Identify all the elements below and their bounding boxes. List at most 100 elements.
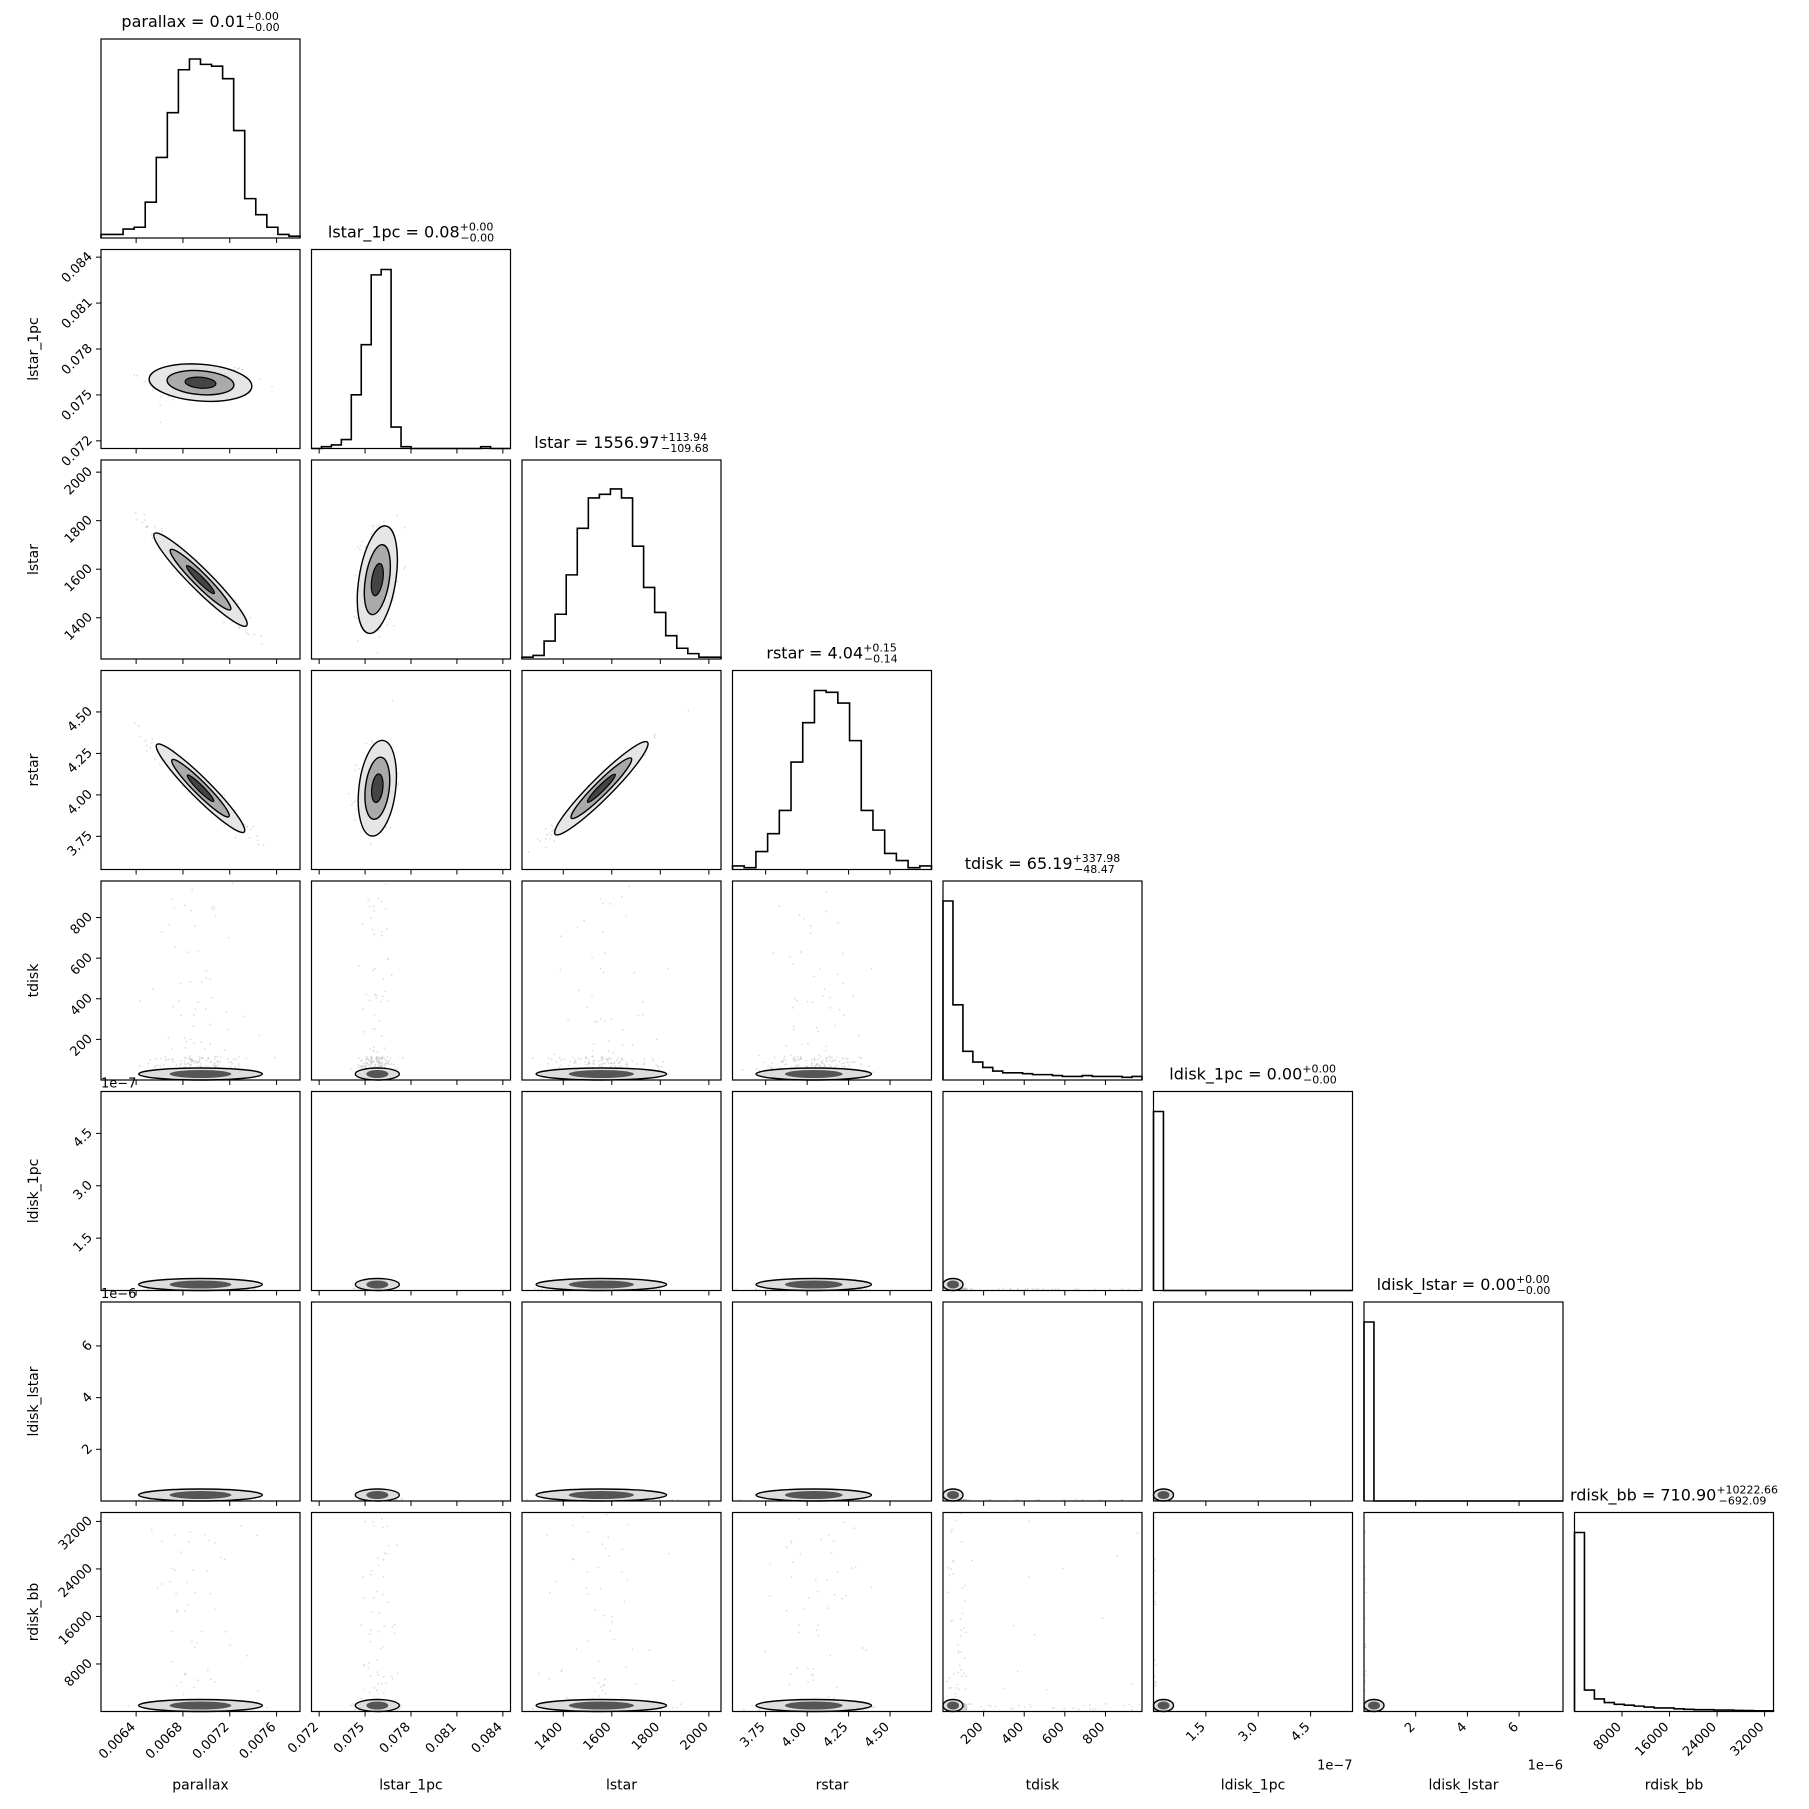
scatter-point (242, 1015, 245, 1018)
x-axis-label-tdisk: tdisk (1026, 1778, 1061, 1794)
scatter-point (167, 1037, 170, 1039)
scatter-point (792, 1058, 794, 1060)
scatter-point (206, 1669, 209, 1672)
scatter-point (224, 616, 227, 619)
scatter-point (389, 826, 392, 829)
title-ldisk_1pc: ldisk_1pc = 0.00+0.00 −0.00 (1169, 1063, 1336, 1087)
scatter-point (1016, 1670, 1019, 1673)
density-core (568, 1070, 634, 1078)
scatter-point (618, 1065, 621, 1068)
scatter-point (585, 1056, 587, 1059)
scatter-point (358, 767, 360, 770)
scatter-point (390, 974, 393, 977)
scatter-point (230, 1061, 233, 1064)
panel-frame (521, 1301, 722, 1502)
scatter-point (229, 1065, 232, 1068)
scatter-point (825, 1045, 827, 1048)
y-tick-label: 4.25 (65, 746, 96, 777)
y-tick-label: 0.072 (59, 433, 96, 470)
scatter-point (1016, 1288, 1019, 1290)
scatter-point (189, 1038, 192, 1040)
scatter-point (960, 1629, 962, 1632)
y-axis-label-rstar: rstar (26, 753, 42, 786)
scatter-point (246, 825, 249, 828)
scatter-point (550, 834, 553, 837)
x-tick-label: 0.075 (331, 1720, 368, 1757)
histogram-ldisk_1pc (1152, 1110, 1353, 1292)
scatter-point (197, 950, 200, 952)
scatter-point (392, 599, 394, 601)
scatter-point (772, 952, 775, 955)
scatter-point (1054, 1288, 1057, 1291)
scatter-point (196, 1642, 199, 1644)
panel-rdisk_bb-vs-lstar_1pc: 0.072 0.075 0.078 0.081 0.084 lstar_1pc (285, 1511, 512, 1794)
scatter-point (641, 1001, 644, 1004)
scatter-point (580, 1058, 583, 1060)
scatter-point (1120, 1499, 1123, 1501)
scatter-point (372, 1050, 374, 1052)
scatter-point (959, 1669, 962, 1671)
scatter-point (208, 1539, 211, 1542)
panel-ldisk_lstar-vs-tdisk (942, 1301, 1143, 1506)
scatter-point (957, 1671, 960, 1674)
scatter-point (381, 1517, 384, 1520)
y-offset-label: 1e−6 (101, 1287, 136, 1302)
scatter-point (845, 1594, 847, 1597)
scatter-point (209, 1592, 212, 1595)
scatter-point (591, 956, 593, 959)
histogram-parallax (100, 58, 301, 238)
contour-inner (186, 774, 215, 803)
panel-frame (942, 1511, 1143, 1713)
scatter-point (145, 744, 148, 747)
scatter-point (377, 1564, 380, 1567)
scatter-point (362, 1008, 364, 1011)
scatter-point (557, 1066, 560, 1069)
scatter-point (948, 1687, 950, 1690)
scatter-point (553, 1067, 556, 1069)
scatter-point (154, 525, 156, 528)
scatter-point (247, 633, 250, 636)
scatter-point (531, 1057, 534, 1060)
density-core (947, 1491, 959, 1499)
scatter-point (809, 932, 812, 935)
scatter-point (549, 1591, 551, 1594)
scatter-point (361, 540, 363, 543)
scatter-point (233, 368, 236, 371)
scatter-point (620, 1064, 623, 1067)
scatter-point (1077, 1708, 1080, 1711)
scatter-point (384, 907, 387, 910)
scatter-point (234, 599, 237, 602)
scatter-point (360, 1697, 363, 1700)
scatter-point (385, 1682, 387, 1685)
scatter-point (184, 1047, 187, 1049)
scatter-point (870, 1586, 873, 1589)
panel-ldisk_lstar-vs-parallax: 2 4 6 ldisk_lstar 1e−6 (26, 1287, 301, 1506)
density-core (1157, 1701, 1170, 1710)
scatter-point (818, 968, 821, 971)
scatter-point (655, 1038, 658, 1041)
scatter-point (390, 1675, 393, 1678)
scatter-point (593, 1059, 595, 1062)
scatter-point (370, 917, 372, 919)
scatter-point (602, 1057, 604, 1059)
scatter-point (367, 900, 369, 903)
scatter-point (537, 1672, 540, 1675)
scatter-point (829, 1065, 832, 1068)
scatter-point (228, 1061, 231, 1063)
scatter-point (355, 610, 357, 613)
scatter-point (404, 566, 406, 568)
scatter-point (607, 1050, 610, 1053)
panel-frame (731, 1511, 933, 1713)
scatter-point (613, 1638, 616, 1641)
scatter-point (386, 1000, 389, 1002)
scatter-point (180, 1681, 182, 1684)
scatter-point (375, 1058, 377, 1060)
scatter-point (607, 1554, 610, 1557)
scatter-point (964, 1688, 967, 1690)
scatter-point (191, 1640, 193, 1643)
scatter-point (388, 618, 391, 621)
scatter-point (362, 1576, 364, 1578)
scatter-point (655, 1064, 658, 1067)
scatter-point (801, 1043, 803, 1045)
scatter-point (234, 836, 237, 839)
